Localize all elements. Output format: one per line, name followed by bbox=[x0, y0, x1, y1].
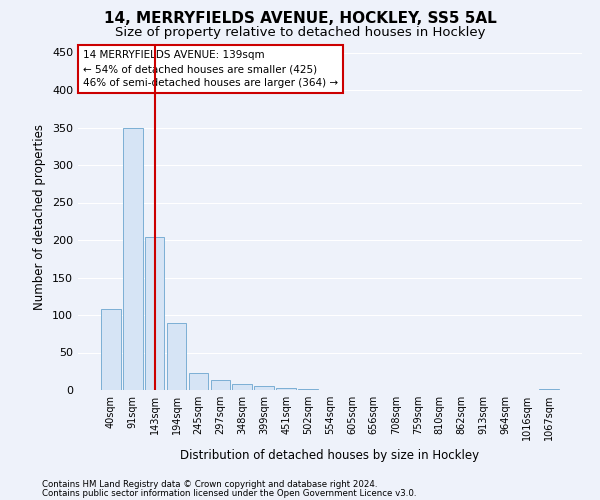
Bar bbox=[188, 373, 208, 390]
Bar bbox=[276, 388, 296, 390]
Y-axis label: Number of detached properties: Number of detached properties bbox=[34, 124, 46, 310]
Bar bbox=[167, 324, 187, 390]
Bar bbox=[101, 309, 121, 390]
X-axis label: Distribution of detached houses by size in Hockley: Distribution of detached houses by size … bbox=[181, 448, 479, 462]
Text: Contains HM Land Registry data © Crown copyright and database right 2024.: Contains HM Land Registry data © Crown c… bbox=[42, 480, 377, 489]
Text: Contains public sector information licensed under the Open Government Licence v3: Contains public sector information licen… bbox=[42, 488, 416, 498]
Bar bbox=[145, 237, 164, 390]
Bar bbox=[539, 388, 559, 390]
Bar bbox=[211, 380, 230, 390]
Bar bbox=[254, 386, 274, 390]
Bar bbox=[298, 389, 318, 390]
Text: Size of property relative to detached houses in Hockley: Size of property relative to detached ho… bbox=[115, 26, 485, 39]
Bar bbox=[232, 384, 252, 390]
Bar bbox=[123, 128, 143, 390]
Text: 14, MERRYFIELDS AVENUE, HOCKLEY, SS5 5AL: 14, MERRYFIELDS AVENUE, HOCKLEY, SS5 5AL bbox=[104, 11, 496, 26]
Text: 14 MERRYFIELDS AVENUE: 139sqm
← 54% of detached houses are smaller (425)
46% of : 14 MERRYFIELDS AVENUE: 139sqm ← 54% of d… bbox=[83, 50, 338, 88]
